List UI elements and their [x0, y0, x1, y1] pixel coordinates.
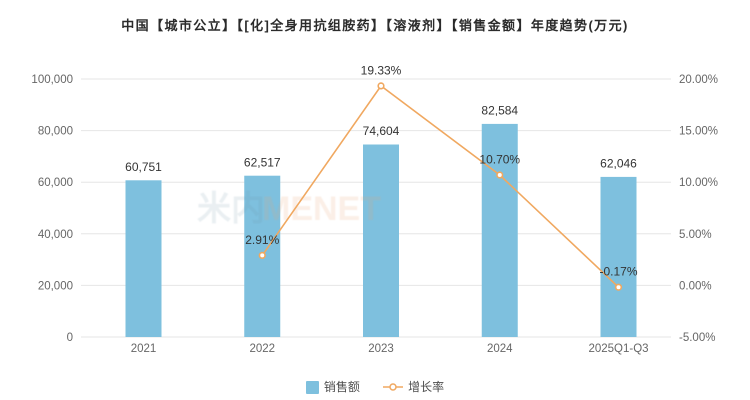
svg-text:0: 0 — [67, 332, 73, 344]
svg-text:62,517: 62,517 — [244, 155, 281, 169]
svg-text:0.00%: 0.00% — [679, 280, 712, 292]
svg-text:2.91%: 2.91% — [245, 233, 279, 247]
svg-text:19.33%: 19.33% — [361, 63, 402, 77]
svg-text:10.00%: 10.00% — [679, 177, 718, 189]
svg-text:-5.00%: -5.00% — [679, 332, 715, 344]
svg-text:15.00%: 15.00% — [679, 126, 718, 138]
svg-text:62,046: 62,046 — [600, 157, 637, 171]
svg-text:2025Q1-Q3: 2025Q1-Q3 — [588, 343, 648, 355]
svg-text:100,000: 100,000 — [31, 74, 73, 86]
svg-text:74,604: 74,604 — [363, 124, 400, 138]
svg-text:20,000: 20,000 — [38, 280, 73, 292]
svg-text:米内: 米内 — [197, 190, 265, 228]
svg-text:2021: 2021 — [131, 343, 157, 355]
svg-text:40,000: 40,000 — [38, 229, 73, 241]
svg-text:2024: 2024 — [487, 343, 513, 355]
svg-text:80,000: 80,000 — [38, 126, 73, 138]
svg-text:MENET: MENET — [262, 190, 381, 228]
svg-text:60,751: 60,751 — [125, 160, 162, 174]
svg-text:20.00%: 20.00% — [679, 74, 718, 86]
svg-text:2023: 2023 — [368, 343, 394, 355]
svg-text:5.00%: 5.00% — [679, 229, 712, 241]
svg-text:10.70%: 10.70% — [479, 153, 520, 167]
svg-text:2022: 2022 — [249, 343, 275, 355]
svg-text:82,584: 82,584 — [481, 104, 518, 118]
svg-text:-0.17%: -0.17% — [599, 265, 637, 279]
svg-text:60,000: 60,000 — [38, 177, 73, 189]
